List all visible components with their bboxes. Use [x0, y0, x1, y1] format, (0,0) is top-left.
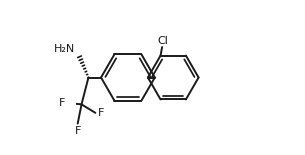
Text: F: F — [74, 126, 81, 136]
Text: F: F — [59, 98, 65, 108]
Text: F: F — [98, 108, 104, 118]
Text: H₂N: H₂N — [54, 44, 75, 54]
Text: Cl: Cl — [157, 35, 168, 46]
